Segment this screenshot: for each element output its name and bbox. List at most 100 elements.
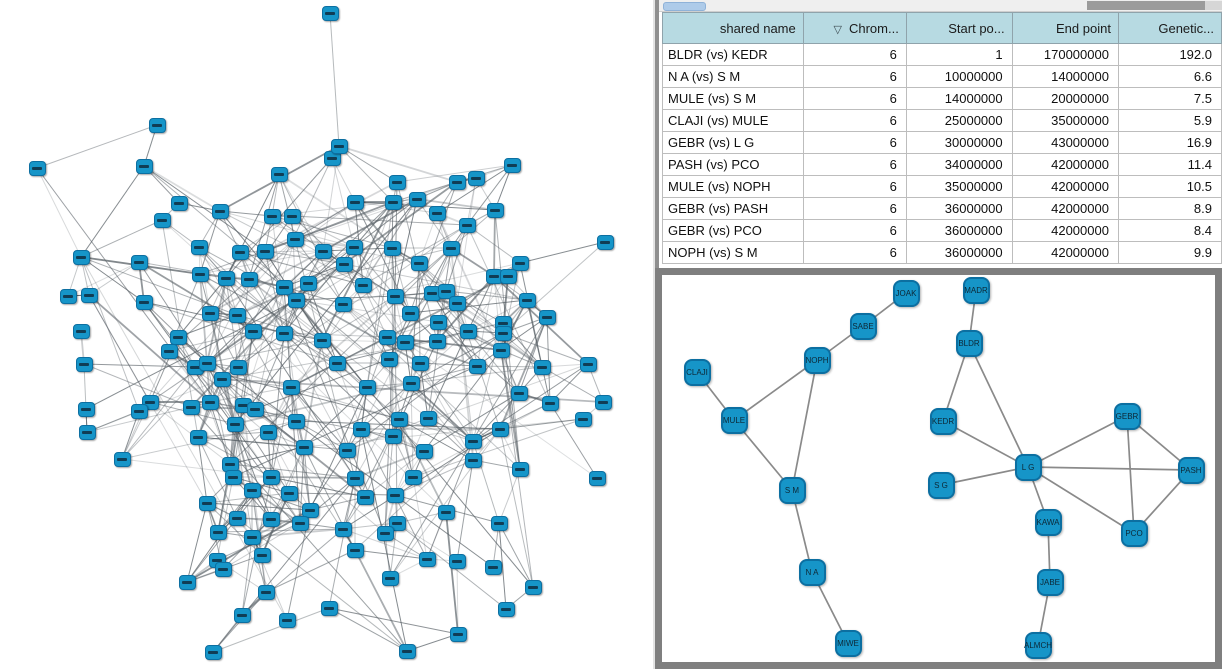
network-node[interactable] <box>378 329 396 345</box>
network-node[interactable] <box>437 283 455 299</box>
table-cell[interactable]: 5.9 <box>1117 109 1222 132</box>
network-node[interactable] <box>72 249 90 265</box>
network-node-kawa[interactable]: KAWA <box>1034 508 1062 536</box>
network-node[interactable] <box>178 574 196 590</box>
network-node[interactable] <box>346 194 364 210</box>
network-node[interactable] <box>511 255 529 271</box>
network-node[interactable] <box>295 439 313 455</box>
network-node[interactable] <box>356 489 374 505</box>
network-node[interactable] <box>75 356 93 372</box>
network-node[interactable] <box>383 240 401 256</box>
network-node[interactable] <box>410 255 428 271</box>
filter-icon[interactable]: ▽ <box>833 23 842 36</box>
table-cell[interactable]: 42000000 <box>1011 175 1119 198</box>
network-node[interactable] <box>287 413 305 429</box>
table-cell[interactable]: 11.4 <box>1117 153 1222 176</box>
network-node[interactable] <box>358 379 376 395</box>
network-node-n-a[interactable]: N A <box>798 558 826 586</box>
table-cell[interactable]: GEBR (vs) PCO <box>662 219 804 242</box>
network-node[interactable] <box>148 117 166 133</box>
table-cell[interactable]: MULE (vs) S M <box>662 87 804 110</box>
network-node[interactable] <box>198 495 216 511</box>
table-cell[interactable]: 25000000 <box>905 109 1013 132</box>
network-node[interactable] <box>448 553 466 569</box>
network-node[interactable] <box>229 359 247 375</box>
table-cell[interactable]: 1 <box>905 43 1013 66</box>
network-edge[interactable] <box>1126 415 1135 534</box>
network-node[interactable] <box>423 285 441 301</box>
network-edge[interactable] <box>791 359 818 491</box>
table-cell[interactable]: 10000000 <box>905 65 1013 88</box>
table-cell[interactable]: 42000000 <box>1011 153 1119 176</box>
network-node[interactable] <box>588 470 606 486</box>
table-cell[interactable]: 42000000 <box>1011 241 1119 264</box>
network-node[interactable] <box>486 202 504 218</box>
network-node[interactable] <box>419 410 437 426</box>
network-node[interactable] <box>334 296 352 312</box>
table-cell[interactable]: MULE (vs) NOPH <box>662 175 804 198</box>
network-node[interactable] <box>72 323 90 339</box>
network-node[interactable] <box>275 279 293 295</box>
network-node[interactable] <box>388 174 406 190</box>
network-node-s-g[interactable]: S G <box>927 471 955 499</box>
network-node-s-m[interactable]: S M <box>778 476 806 504</box>
network-node[interactable] <box>386 487 404 503</box>
network-edge[interactable] <box>791 489 813 573</box>
network-node[interactable] <box>214 561 232 577</box>
table-cell[interactable]: 35000000 <box>1011 109 1119 132</box>
network-node[interactable] <box>518 292 536 308</box>
table-cell[interactable]: GEBR (vs) L G <box>662 131 804 154</box>
table-cell[interactable]: 6 <box>802 131 907 154</box>
table-cell[interactable]: 6.6 <box>1117 65 1222 88</box>
table-cell[interactable]: 6 <box>802 153 907 176</box>
table-cell[interactable]: 43000000 <box>1011 131 1119 154</box>
network-node[interactable] <box>113 451 131 467</box>
network-node[interactable] <box>244 323 262 339</box>
network-node[interactable] <box>459 323 477 339</box>
network-node[interactable] <box>262 511 280 527</box>
network-node[interactable] <box>190 239 208 255</box>
network-node[interactable] <box>538 309 556 325</box>
network-node[interactable] <box>228 510 246 526</box>
table-cell[interactable]: 14000000 <box>905 87 1013 110</box>
network-node[interactable] <box>270 166 288 182</box>
table-cell[interactable]: 6 <box>802 197 907 220</box>
network-node[interactable] <box>211 203 229 219</box>
network-node[interactable] <box>594 394 612 410</box>
column-header-1[interactable]: ▽ Chrom... <box>802 12 907 44</box>
network-node[interactable] <box>226 416 244 432</box>
network-node[interactable] <box>283 208 301 224</box>
network-node[interactable] <box>201 305 219 321</box>
network-node-kedr[interactable]: KEDR <box>929 407 957 435</box>
network-node[interactable] <box>386 288 404 304</box>
table-cell[interactable]: 8.4 <box>1117 219 1222 242</box>
network-node[interactable] <box>204 644 222 660</box>
network-node[interactable] <box>402 375 420 391</box>
network-node[interactable] <box>492 342 510 358</box>
network-node[interactable] <box>541 395 559 411</box>
table-cell[interactable]: 6 <box>802 241 907 264</box>
network-node[interactable] <box>468 358 486 374</box>
table-cell[interactable]: 9.9 <box>1117 241 1222 264</box>
network-node[interactable] <box>335 256 353 272</box>
network-node[interactable] <box>286 231 304 247</box>
network-node-miwe[interactable]: MIWE <box>834 629 862 657</box>
network-node[interactable] <box>396 334 414 350</box>
table-cell[interactable]: 7.5 <box>1117 87 1222 110</box>
network-node[interactable] <box>490 515 508 531</box>
table-cell[interactable]: 36000000 <box>905 197 1013 220</box>
network-node[interactable] <box>224 469 242 485</box>
horizontal-scrollbar[interactable] <box>659 0 1222 12</box>
network-node[interactable] <box>201 394 219 410</box>
network-node[interactable] <box>80 287 98 303</box>
network-node[interactable] <box>191 266 209 282</box>
network-node[interactable] <box>301 502 319 518</box>
network-node[interactable] <box>390 411 408 427</box>
table-row[interactable]: BLDR (vs) KEDR 6 1 170000000 192.0 <box>662 43 1222 66</box>
table-row[interactable]: MULE (vs) NOPH 6 35000000 42000000 10.5 <box>662 175 1222 198</box>
network-node[interactable] <box>263 208 281 224</box>
network-node[interactable] <box>243 529 261 545</box>
network-node[interactable] <box>130 403 148 419</box>
network-edge[interactable] <box>940 466 1029 486</box>
network-edge[interactable] <box>733 359 818 421</box>
